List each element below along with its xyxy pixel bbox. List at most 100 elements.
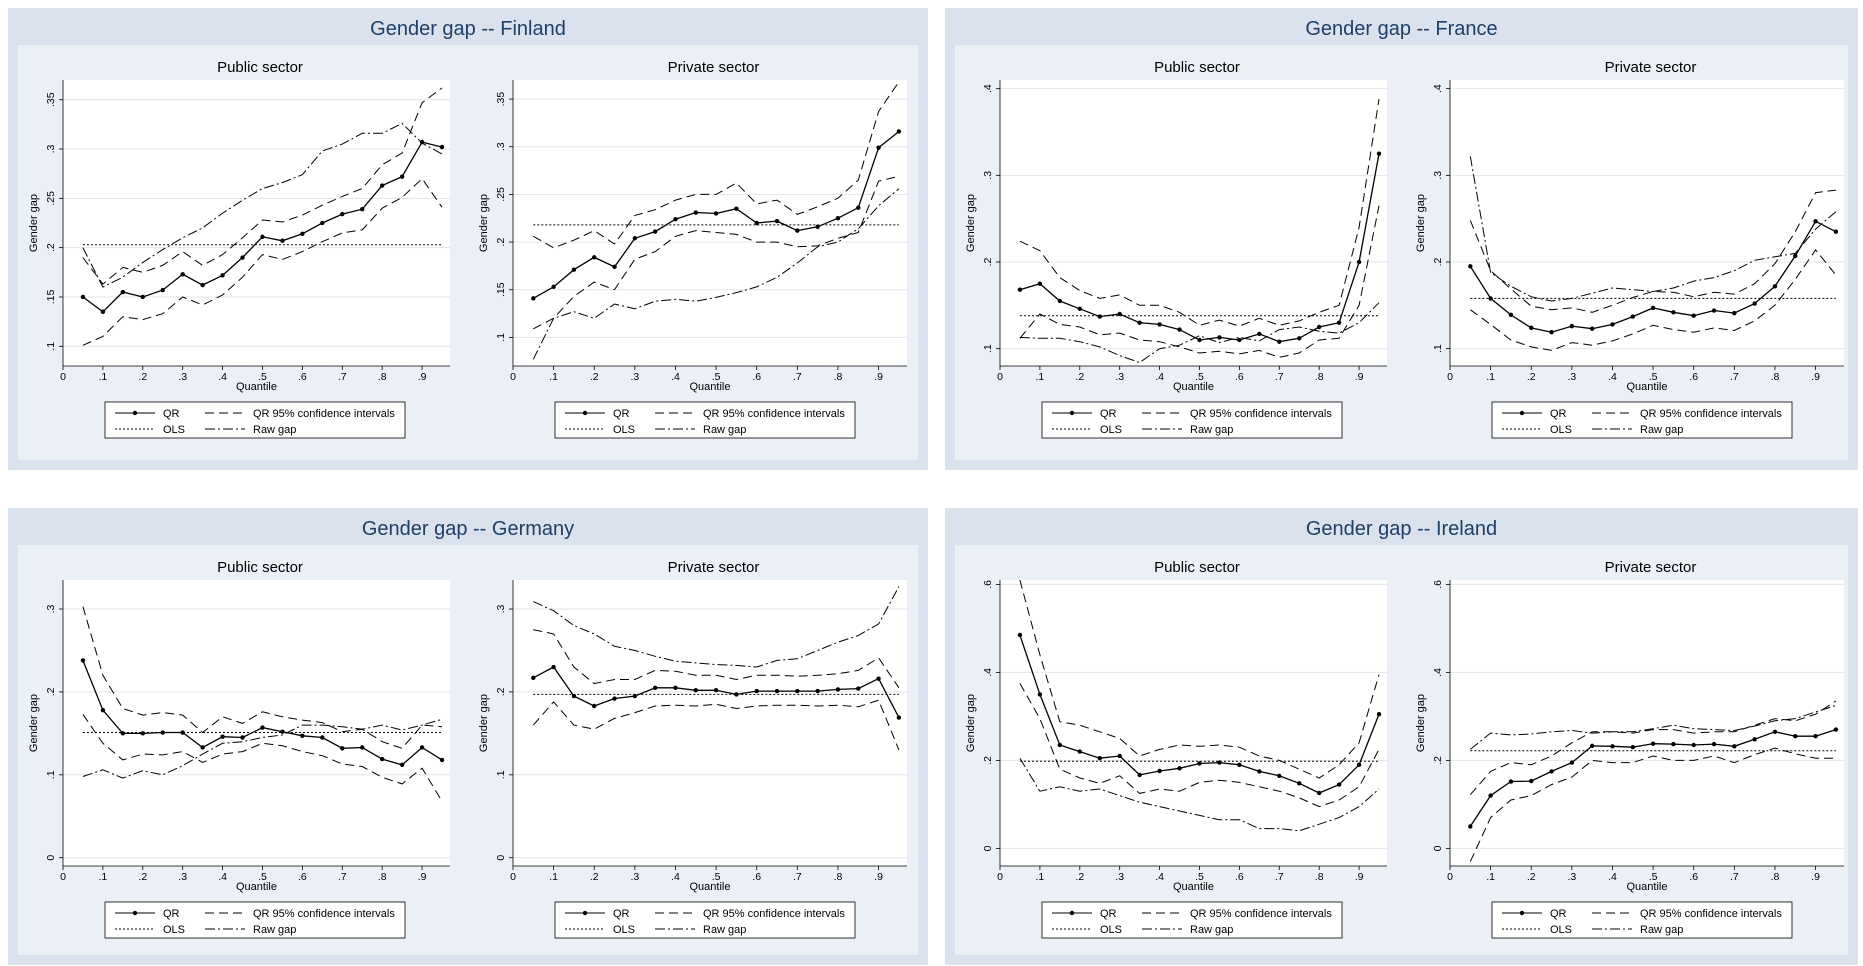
sector-title: Private sector [1605,559,1697,576]
sector-title: Private sector [668,59,760,76]
legend-raw-gap-label: Raw gap [703,424,746,436]
qr-point [896,129,902,134]
ci-lower-line [1019,683,1380,808]
x-tick-label: .6 [1689,371,1698,383]
qr-point [1671,741,1676,747]
x-tick-label: .8 [1315,871,1324,883]
x-tick-label: .1 [549,871,558,883]
y-tick-label: .2 [1432,756,1444,765]
qr-point [1793,253,1798,259]
ci-upper-line [82,87,443,285]
y-axis-title: Gender gap [478,694,490,752]
y-tick-label: .4 [982,668,994,677]
qr-point [1488,793,1493,798]
qr-point [1772,729,1778,734]
y-tick-label: 0 [45,855,57,861]
x-tick-label: .4 [1155,371,1164,383]
y-tick-label: .25 [45,191,57,206]
legend-qr-label: QR [163,408,180,420]
qr-point [1752,737,1757,742]
x-tick-label: .7 [793,871,802,883]
x-tick-label: .4 [1608,371,1617,383]
qr-point [1077,306,1082,311]
y-tick-label: .2 [495,238,507,247]
qr-point [1297,781,1302,786]
qr-point [673,216,678,222]
x-tick-label: .5 [258,371,267,383]
private-sector-panel: Private sector .1 .2 .3 .4 0 .1 .2 .3 .4 .5 .6 .7 .8.… [1415,59,1844,439]
x-axis-title: Quantile [1173,381,1214,393]
qr-point [1569,323,1575,329]
country-chart-finland: Gender gap -- Finland Public sector .1 .15.… [8,8,928,470]
legend-ci-label: QR 95% confidence intervals [253,908,395,920]
x-tick-label: .8 [378,371,387,383]
qr-point [774,688,780,694]
x-tick-label: .6 [1235,871,1244,883]
x-tick-label: .9 [418,871,427,883]
qr-point [200,745,205,750]
qr-point [180,730,185,735]
x-tick-label: 0 [60,371,66,383]
plot-area [63,580,450,866]
qr-point [140,294,145,300]
legend-qr-marker [582,410,588,416]
qr-point [240,255,245,260]
x-tick-label: 0 [997,371,1003,383]
legend-qr-label: QR [1100,908,1117,920]
qr-point [795,228,800,233]
qr-point [592,255,597,260]
legend-qr-marker [1069,410,1075,416]
y-tick-label: .6 [1432,580,1444,589]
y-axis-title: Gender gap [28,694,40,752]
qr-point [652,685,658,690]
x-tick-label: .3 [178,871,187,883]
legend-ols-label: OLS [1550,924,1572,936]
y-axis-title: Gender gap [965,694,977,752]
qr-point [632,693,638,699]
qr-point [856,205,861,210]
qr-point [1508,779,1514,784]
qr-point [1336,782,1342,787]
qr-point [1237,762,1242,767]
y-axis-title: Gender gap [478,194,490,252]
qr-point [1277,339,1282,344]
qr-point [876,145,881,150]
legend: QR QR 95% confidence intervals OLS Raw gap [104,901,406,939]
x-tick-label: .8 [1315,371,1324,383]
y-tick-label: .4 [1432,668,1444,677]
legend-box [1041,901,1343,939]
legend: QR QR 95% confidence intervals OLS Raw gap [104,401,406,439]
x-tick-label: 0 [1447,371,1453,383]
qr-point [1097,756,1102,761]
ci-lower-line [82,177,443,346]
y-tick-label: .15 [495,282,507,297]
qr-point [1671,310,1676,315]
raw-gap-line [1019,302,1380,364]
qr-point [300,733,305,739]
ci-lower-line [1019,205,1380,358]
legend-ci-label: QR 95% confidence intervals [1640,408,1782,420]
legend-box [104,401,406,439]
x-tick-label: .2 [1075,871,1084,883]
x-tick-label: .4 [218,871,227,883]
x-tick-label: .2 [590,371,599,383]
x-tick-label: .1 [1486,871,1495,883]
x-tick-label: .5 [1649,871,1658,883]
raw-gap-line [82,718,443,779]
qr-point [531,296,536,301]
x-tick-label: .2 [138,371,147,383]
y-tick-label: .3 [982,171,994,180]
y-tick-label: 0 [1432,845,1444,851]
qr-point [1237,337,1242,343]
qr-point [1157,768,1162,774]
ci-upper-line [82,606,443,749]
qr-point [280,729,285,734]
y-tick-label: .1 [495,333,507,342]
x-tick-label: .2 [1527,371,1536,383]
x-tick-label: .9 [1355,371,1364,383]
x-tick-label: .6 [752,371,761,383]
legend-ols-label: OLS [1100,424,1122,436]
legend-qr-marker [132,910,138,916]
x-tick-label: .8 [834,871,843,883]
y-axis-title: Gender gap [28,194,40,252]
